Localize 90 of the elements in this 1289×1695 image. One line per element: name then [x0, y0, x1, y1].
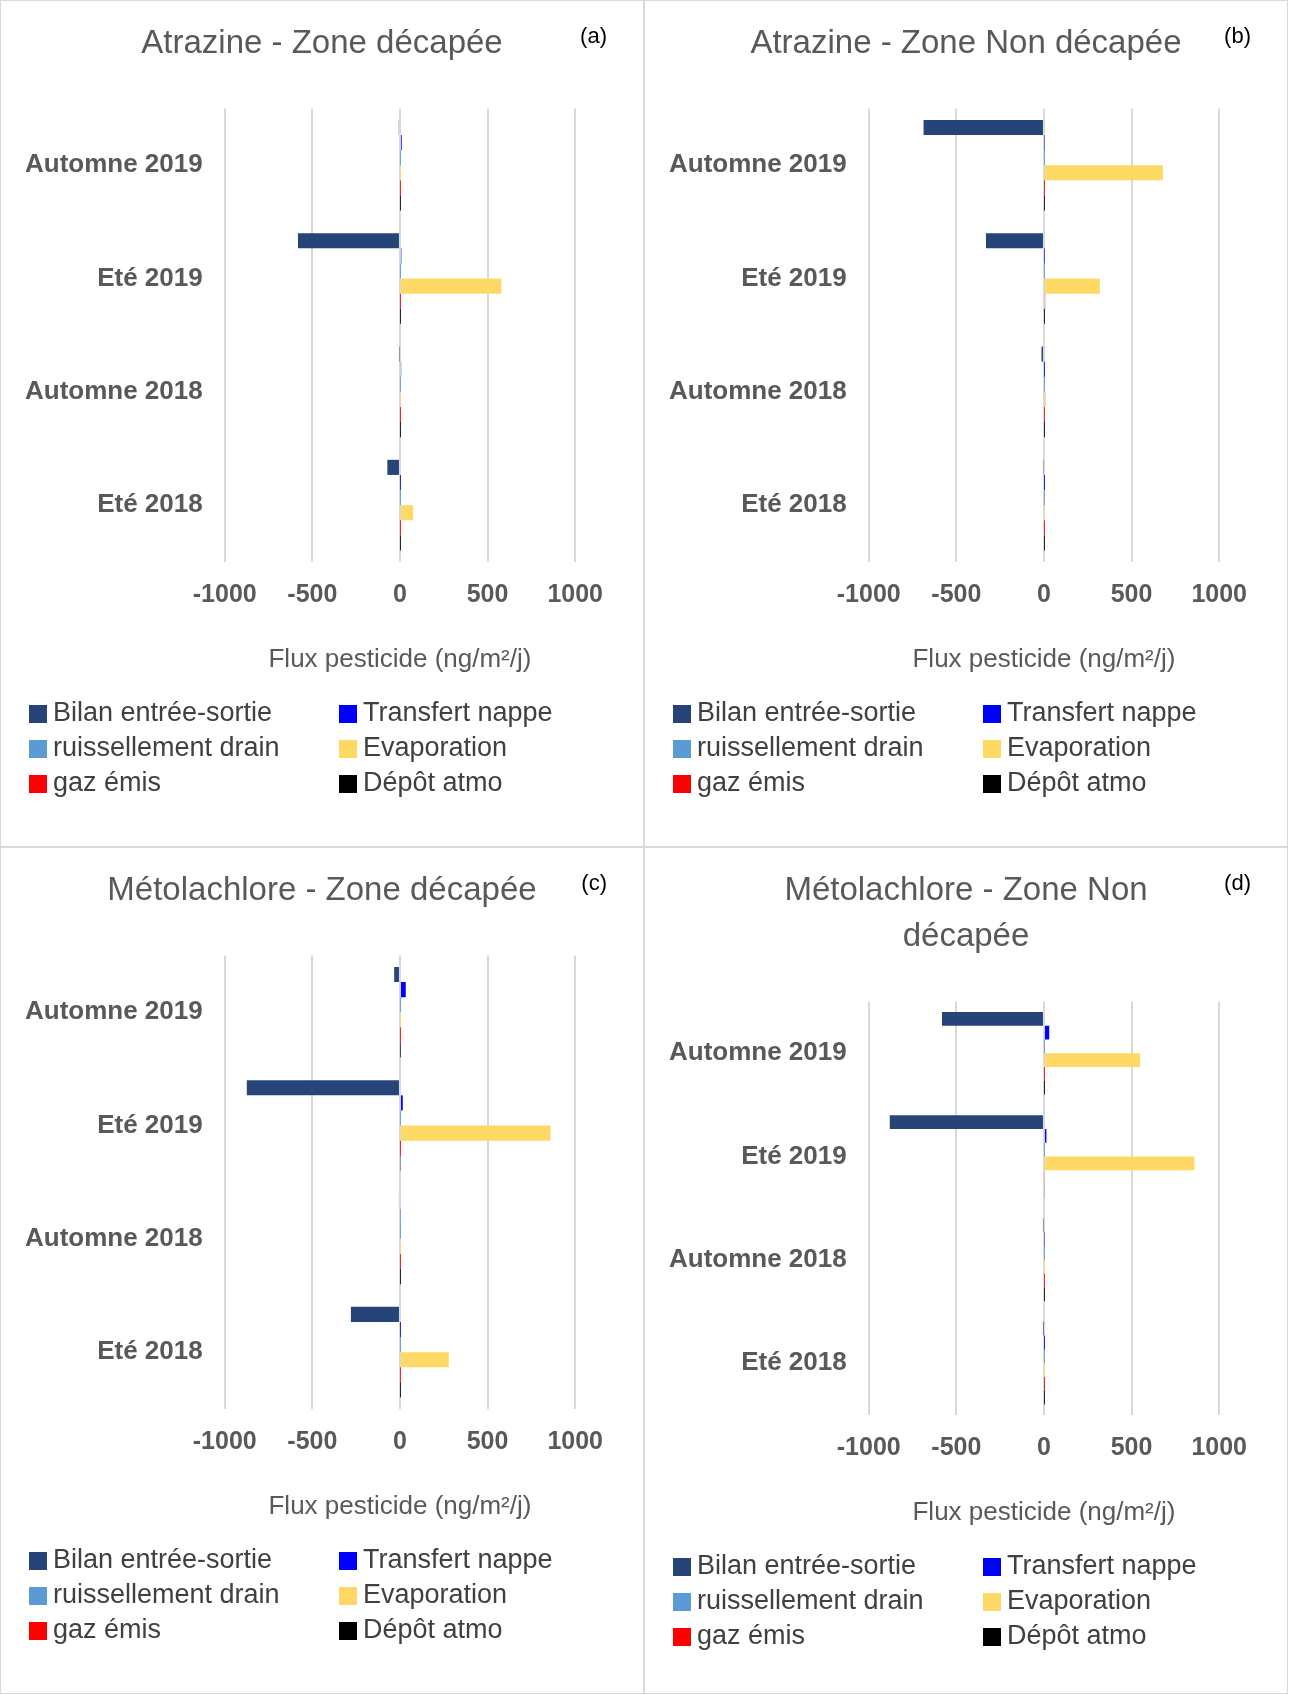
bar — [400, 1125, 551, 1141]
legend-label: gaz émis — [697, 767, 806, 797]
bar — [400, 278, 502, 294]
x-tick-label: 500 — [1110, 1431, 1153, 1460]
bar — [394, 966, 399, 983]
x-axis-title: Flux pesticide (ng/m²/j) — [268, 642, 532, 673]
chart-title: Atrazine - Zone décapée — [140, 22, 504, 62]
x-tick-label: 500 — [466, 1425, 509, 1454]
bar — [941, 1011, 1043, 1026]
text: (a) — [580, 23, 607, 49]
y-tick-label: Eté 2019 — [97, 1108, 203, 1139]
legend-label: gaz émis — [53, 767, 162, 797]
legend-label: Bilan entrée-sortie — [697, 697, 917, 727]
y-tick-label: Automne 2018 — [668, 1243, 847, 1274]
bar — [400, 982, 406, 998]
bar — [923, 119, 1043, 136]
bar — [350, 1306, 399, 1322]
x-tick-label: 0 — [1037, 1431, 1051, 1460]
y-tick-label: Automne 2018 — [24, 375, 203, 406]
chart-title: Métolachlore - Zone Non décapée — [783, 869, 1149, 955]
y-tick-label: Automne 2019 — [668, 148, 847, 179]
x-tick-label: 500 — [1110, 578, 1153, 607]
bar — [387, 459, 399, 475]
legend-label: Transfert nappe — [1007, 1550, 1197, 1580]
text: (b) — [1224, 23, 1251, 49]
y-tick-label: Automne 2018 — [24, 1222, 203, 1253]
bar — [400, 1352, 449, 1368]
legend-label: Evaporation — [1007, 732, 1152, 762]
chart-title: Atrazine - Zone Non décapée — [749, 22, 1183, 62]
x-tick-label: -1000 — [192, 1425, 257, 1454]
legend-label: Bilan entrée-sortie — [53, 697, 273, 727]
bar — [297, 233, 399, 249]
x-tick-label: -1000 — [192, 578, 257, 607]
text: (d) — [1224, 870, 1251, 896]
y-tick-label: Automne 2019 — [668, 1036, 847, 1067]
x-tick-label: -500 — [931, 578, 982, 607]
legend-label: gaz émis — [53, 1614, 162, 1644]
bar — [400, 505, 414, 521]
y-tick-label: Eté 2019 — [741, 1139, 847, 1170]
x-tick-label: 1000 — [1191, 578, 1247, 607]
x-tick-label: -1000 — [836, 1431, 901, 1460]
x-tick-label: 0 — [1037, 578, 1051, 607]
y-tick-label: Eté 2018 — [741, 1346, 847, 1377]
bar — [1044, 165, 1163, 181]
x-tick-label: 0 — [393, 1425, 407, 1454]
bar — [1044, 1053, 1141, 1068]
x-tick-label: -500 — [931, 1431, 982, 1460]
bar — [1044, 278, 1100, 294]
x-tick-label: 1000 — [1191, 1431, 1247, 1460]
legend-label: Bilan entrée-sortie — [53, 1544, 273, 1574]
legend-label: Dépôt atmo — [1007, 1620, 1147, 1650]
x-axis-title: Flux pesticide (ng/m²/j) — [912, 642, 1176, 673]
legend-label: Dépôt atmo — [1007, 767, 1147, 797]
bar — [1044, 1156, 1195, 1171]
legend-label: ruissellement drain — [697, 732, 924, 762]
y-tick-label: Eté 2019 — [741, 261, 847, 292]
bar — [889, 1115, 1043, 1129]
chart-title: Métolachlore - Zone décapée — [106, 869, 538, 909]
y-tick-label: Automne 2018 — [668, 375, 847, 406]
x-tick-label: -500 — [287, 1425, 338, 1454]
legend-label: Evaporation — [1007, 1585, 1152, 1615]
legend-label: Transfert nappe — [1007, 697, 1197, 727]
x-tick-label: 0 — [393, 578, 407, 607]
y-tick-label: Eté 2018 — [97, 1335, 203, 1366]
legend-label: Dépôt atmo — [363, 767, 503, 797]
legend-label: Evaporation — [363, 1579, 508, 1609]
legend-label: ruissellement drain — [697, 1585, 924, 1615]
text: (c) — [581, 870, 607, 896]
legend-label: Bilan entrée-sortie — [697, 1550, 917, 1580]
x-tick-label: -500 — [287, 578, 338, 607]
x-axis-title: Flux pesticide (ng/m²/j) — [912, 1495, 1176, 1526]
y-tick-label: Automne 2019 — [24, 148, 203, 179]
legend-label: Transfert nappe — [363, 1544, 553, 1574]
legend-label: Dépôt atmo — [363, 1614, 503, 1644]
x-tick-label: 1000 — [547, 578, 603, 607]
legend-label: ruissellement drain — [53, 1579, 280, 1609]
x-tick-label: -1000 — [836, 578, 901, 607]
y-tick-label: Eté 2018 — [97, 488, 203, 519]
legend-label: Transfert nappe — [363, 697, 553, 727]
legend-label: ruissellement drain — [53, 732, 280, 762]
y-tick-label: Eté 2019 — [97, 261, 203, 292]
bar — [246, 1080, 399, 1096]
legend-label: gaz émis — [697, 1620, 806, 1650]
x-tick-label: 500 — [466, 578, 509, 607]
legend-label: Evaporation — [363, 732, 508, 762]
bar — [985, 233, 1043, 249]
x-tick-label: 1000 — [547, 1425, 603, 1454]
y-tick-label: Eté 2018 — [741, 488, 847, 519]
x-axis-title: Flux pesticide (ng/m²/j) — [268, 1489, 532, 1520]
y-tick-label: Automne 2019 — [24, 995, 203, 1026]
